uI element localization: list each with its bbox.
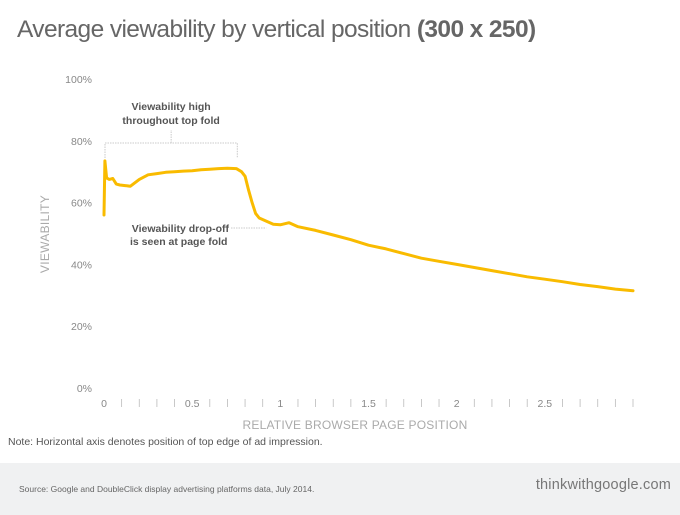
annotation-top-fold-line1: Viewability high	[132, 101, 211, 113]
chart-title: Average viewability by vertical position…	[17, 16, 536, 44]
chart-title-size: (300 x 250)	[416, 16, 536, 43]
chart-note: Note: Horizontal axis denotes position o…	[8, 436, 323, 448]
source-text: Source: Google and DoubleClick display a…	[19, 484, 315, 494]
x-tick-label: 2.5	[538, 398, 553, 410]
y-tick-label: 40%	[71, 259, 92, 271]
x-tick-label: 1	[277, 398, 283, 410]
x-axis: 0 0.5 1 1.5 2 2.5	[101, 398, 634, 410]
annotation-top-fold: Viewability high throughout top fold	[104, 101, 238, 158]
y-axis: 0% 20% 40% 60% 80% 100%	[65, 74, 92, 395]
annotation-top-fold-line2: throughout top fold	[122, 115, 219, 127]
x-tick-label: 0.5	[185, 398, 200, 410]
x-tick-label: 0	[101, 398, 107, 410]
x-tick-label: 2	[454, 398, 460, 410]
brand-link[interactable]: thinkwithgoogle.com	[535, 477, 671, 493]
y-axis-label: VIEWABILITY	[38, 195, 52, 273]
annotation-bracket	[104, 130, 238, 158]
annotation-page-fold-line2: is seen at page fold	[130, 236, 227, 248]
y-tick-label: 100%	[65, 74, 92, 86]
line-chart: 0% 20% 40% 60% 80% 100% 0 0.5 1 1.5 2 2.5 VIEWABIL…	[38, 74, 635, 432]
x-tick-label: 1.5	[361, 398, 376, 410]
annotation-page-fold-line1: Viewability drop-off	[132, 223, 230, 235]
x-axis-label: RELATIVE BROWSER PAGE POSITION	[243, 418, 468, 432]
chart-title-main: Average viewability by vertical position	[17, 16, 417, 43]
series-line-viewability	[102, 159, 635, 293]
footer: Source: Google and DoubleClick display a…	[0, 463, 680, 515]
y-tick-label: 60%	[71, 198, 92, 210]
y-tick-label: 0%	[77, 383, 92, 395]
y-tick-label: 20%	[71, 321, 92, 333]
y-tick-label: 80%	[71, 136, 92, 148]
annotation-page-fold: Viewability drop-off is seen at page fol…	[130, 223, 267, 248]
